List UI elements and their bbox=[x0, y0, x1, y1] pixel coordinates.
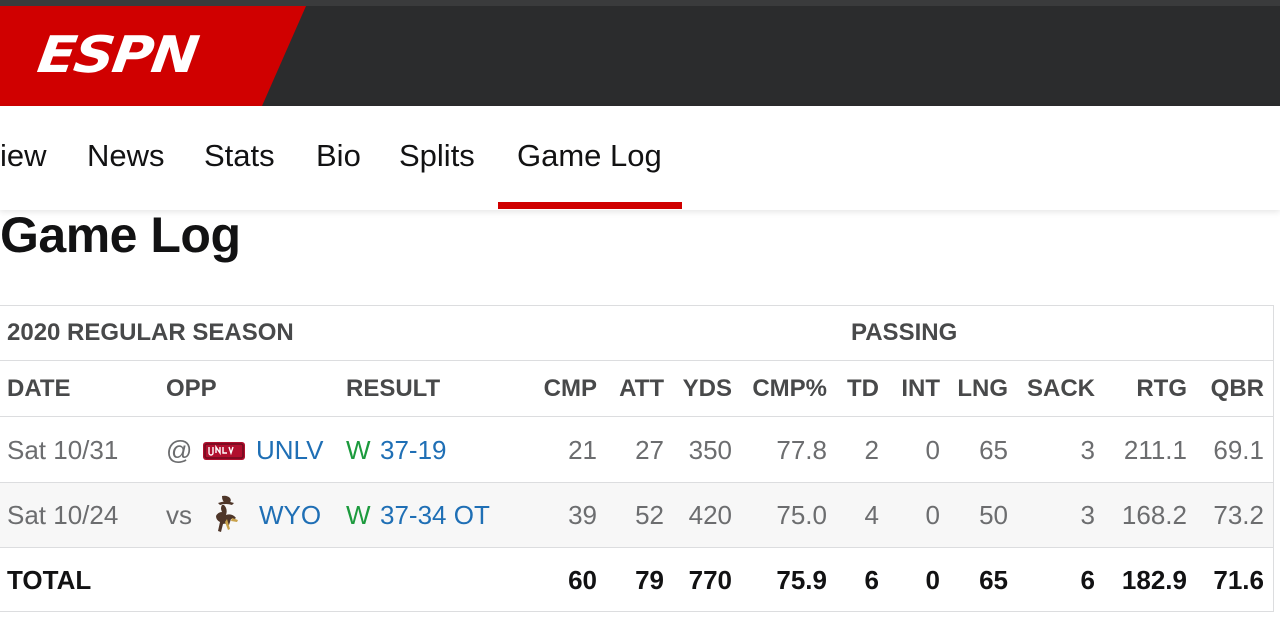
row1-int: 0 bbox=[925, 435, 940, 465]
col-qbr[interactable]: QBR bbox=[1210, 375, 1264, 402]
total-qbr: 71.6 bbox=[1213, 565, 1264, 595]
logo-red-parallelogram-icon bbox=[0, 6, 306, 106]
active-tab-indicator bbox=[498, 202, 682, 209]
tab-splits[interactable]: Splits bbox=[399, 138, 475, 173]
row2-cmp: 39 bbox=[568, 500, 597, 530]
row2-sack: 3 bbox=[1080, 500, 1095, 530]
tab-stats[interactable]: Stats bbox=[204, 138, 275, 173]
col-att[interactable]: ATT bbox=[619, 375, 664, 402]
total-label: TOTAL bbox=[7, 565, 92, 595]
row2-rtg: 168.2 bbox=[1121, 500, 1187, 530]
row2-td: 4 bbox=[864, 500, 879, 530]
total-cmp-pct: 75.9 bbox=[776, 565, 827, 595]
row1-cmp-pct: 77.8 bbox=[776, 435, 827, 465]
row2-result-score-link[interactable]: 37-34 OT bbox=[380, 500, 490, 530]
col-yds[interactable]: YDS bbox=[682, 375, 732, 402]
row1-yds: 350 bbox=[688, 435, 732, 465]
col-rtg[interactable]: RTG bbox=[1136, 375, 1187, 402]
row1-lng: 65 bbox=[979, 435, 1008, 465]
row1-result-flag: W bbox=[346, 435, 371, 465]
total-att: 79 bbox=[635, 565, 664, 595]
player-subnav: iew News Stats Bio Splits Game Log bbox=[0, 106, 1280, 210]
top-bar-edge bbox=[0, 0, 1280, 6]
brand-wordmark: ESPN bbox=[33, 26, 201, 85]
table-rule bbox=[0, 547, 1274, 548]
top-bar: ESPN bbox=[0, 0, 1280, 106]
col-opp[interactable]: OPP bbox=[166, 375, 217, 402]
total-cmp: 60 bbox=[568, 565, 597, 595]
total-sack: 6 bbox=[1080, 565, 1095, 595]
total-lng: 65 bbox=[979, 565, 1008, 595]
row2-qbr: 73.2 bbox=[1213, 500, 1264, 530]
row1-cmp: 21 bbox=[568, 435, 597, 465]
row1-date: Sat 10/31 bbox=[7, 435, 119, 465]
total-yds: 770 bbox=[688, 565, 732, 595]
row1-sack: 3 bbox=[1080, 435, 1095, 465]
col-sack[interactable]: SACK bbox=[1026, 375, 1095, 402]
row1-result-score-link[interactable]: 37-19 bbox=[380, 435, 447, 465]
col-result[interactable]: RESULT bbox=[346, 375, 441, 402]
total-td: 6 bbox=[864, 565, 879, 595]
row2-lng: 50 bbox=[979, 500, 1008, 530]
col-int[interactable]: INT bbox=[901, 375, 940, 402]
season-label: 2020 REGULAR SEASON bbox=[7, 319, 294, 346]
table-rule bbox=[0, 611, 1274, 612]
row2-result-flag: W bbox=[346, 500, 371, 530]
row1-td: 2 bbox=[864, 435, 879, 465]
row2-location: vs bbox=[166, 500, 192, 530]
col-lng[interactable]: LNG bbox=[957, 375, 1008, 402]
table-rule bbox=[0, 305, 1274, 306]
table-rule bbox=[0, 416, 1274, 417]
row2-yds: 420 bbox=[688, 500, 732, 530]
row1-location: @ bbox=[166, 435, 193, 465]
row-stripe bbox=[0, 482, 1274, 548]
tab-bio[interactable]: Bio bbox=[316, 138, 361, 173]
col-cmp[interactable]: CMP bbox=[543, 375, 597, 402]
row1-qbr: 69.1 bbox=[1213, 435, 1264, 465]
table-rule bbox=[0, 360, 1274, 361]
tab-overview[interactable]: iew bbox=[0, 138, 47, 173]
col-cmp-pct[interactable]: CMP% bbox=[752, 375, 827, 402]
total-int: 0 bbox=[925, 565, 940, 595]
page-title: Game Log bbox=[0, 207, 241, 263]
row1-rtg: 211.1 bbox=[1123, 435, 1187, 465]
col-date[interactable]: DATE bbox=[7, 375, 71, 402]
row1-att: 27 bbox=[635, 435, 664, 465]
unlv-logo-icon[interactable] bbox=[202, 437, 246, 465]
row1-opponent-link[interactable]: UNLV bbox=[256, 435, 324, 465]
tab-game-log[interactable]: Game Log bbox=[517, 138, 662, 173]
total-rtg: 182.9 bbox=[1121, 565, 1187, 595]
table-rule bbox=[0, 482, 1274, 483]
row2-cmp-pct: 75.0 bbox=[776, 500, 827, 530]
col-td[interactable]: TD bbox=[847, 375, 879, 402]
row2-int: 0 bbox=[925, 500, 940, 530]
row2-date: Sat 10/24 bbox=[7, 500, 119, 530]
row2-att: 52 bbox=[635, 500, 664, 530]
tab-news[interactable]: News bbox=[87, 138, 165, 173]
table-right-edge bbox=[1273, 305, 1274, 612]
wyoming-cowboy-logo-icon[interactable] bbox=[210, 494, 244, 538]
espn-logo[interactable]: ESPN bbox=[0, 6, 306, 106]
row2-opponent-link[interactable]: WYO bbox=[259, 500, 322, 530]
passing-group-label: PASSING bbox=[851, 319, 958, 346]
